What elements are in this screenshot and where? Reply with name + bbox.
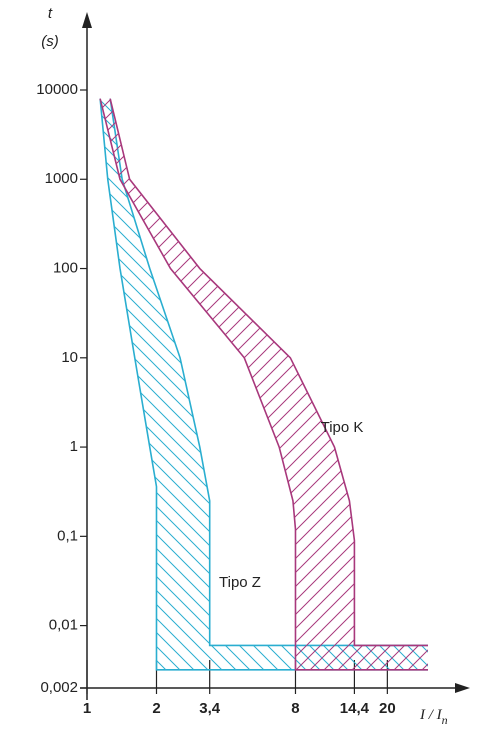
y-tick-label: 10000 (36, 81, 78, 98)
x-tick-label: 2 (152, 700, 160, 717)
y-tick-label: 0,01 (49, 617, 78, 634)
x-tick-label: 3,4 (199, 700, 221, 717)
y-axis-arrow (82, 12, 92, 28)
series-label: Tipo K (321, 419, 364, 436)
band-hatch (100, 98, 429, 670)
x-tick-label: 14,4 (340, 700, 370, 717)
band-boundary (109, 98, 428, 647)
x-axis-label-sub: n (442, 713, 448, 727)
series-label: Tipo Z (219, 574, 261, 591)
y-tick-label: 1000 (45, 170, 78, 187)
band-boundary (99, 98, 428, 671)
band-boundary (109, 98, 428, 647)
x-tick-label: 20 (379, 700, 396, 717)
y-tick-label: 10 (61, 349, 78, 366)
x-tick-label: 8 (291, 700, 299, 717)
y-tick-label: 0,1 (57, 527, 78, 544)
y-axis-unit: (s) (41, 33, 59, 50)
band-hatch (100, 98, 429, 670)
y-axis-label: t (48, 5, 53, 22)
y-tick-label: 0,002 (40, 679, 78, 696)
x-tick-label: 1 (83, 700, 91, 717)
y-tick-label: 1 (70, 438, 78, 455)
y-tick-label: 100 (53, 260, 78, 277)
x-axis-label: I / In (419, 707, 448, 726)
band-boundary (99, 98, 428, 671)
x-axis-arrow (455, 683, 470, 693)
x-axis-label-main: I / I (419, 707, 443, 723)
